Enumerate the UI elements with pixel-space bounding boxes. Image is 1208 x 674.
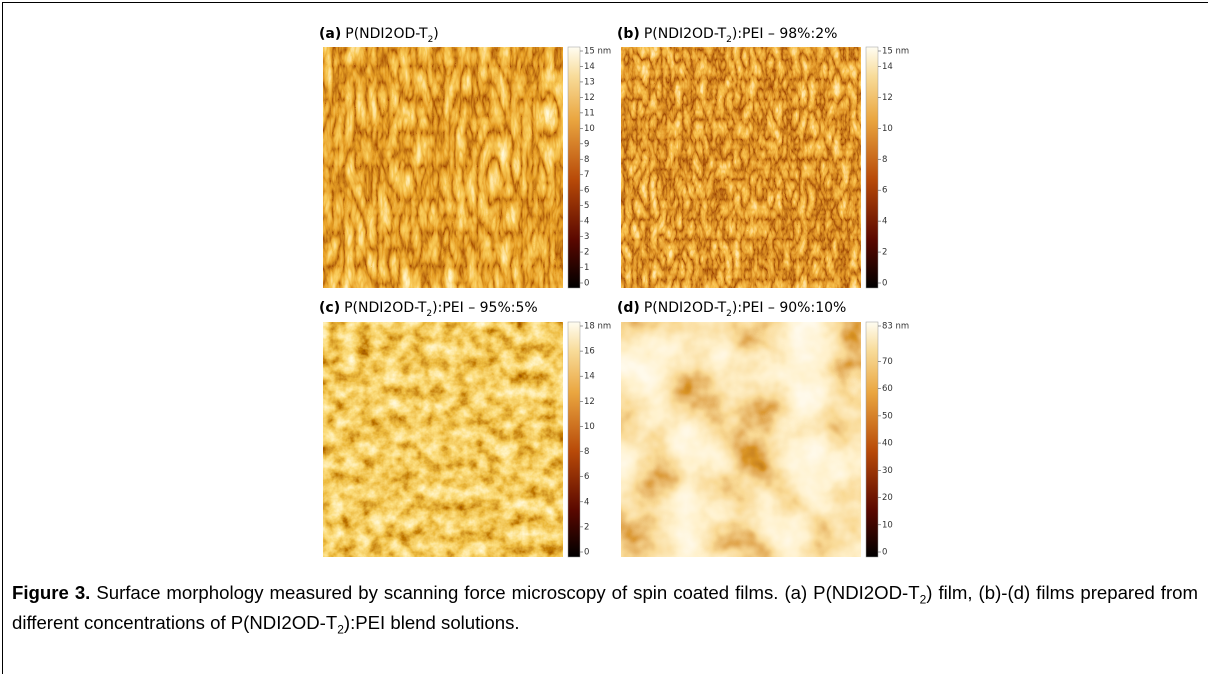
colorbar-tick-label: 8 [882,155,887,165]
colorbar-tick-label: 6 [882,186,887,196]
colorbar-tick-label: 2 [584,522,589,532]
colorbar [568,322,580,557]
colorbar-tick-label: 10 [882,124,893,134]
colorbar-tick-label: 9 [584,139,589,149]
colorbar-tick-label: 7 [584,170,589,180]
colorbar-tick-label: 14 [584,62,595,72]
colorbar-tick-label: 10 [584,422,595,432]
colorbar-tick-label: 10 [882,520,893,530]
colorbar-tick-label: 6 [584,472,589,482]
colorbar-tick-label: 3 [584,232,589,242]
colorbar-tick-label: 4 [584,497,589,507]
figure: (a)P(NDI2OD-T2)15 nm14131211109876543210… [0,0,1208,570]
colorbar-tick-label: 8 [584,155,589,165]
panel-title-text: P(NDI2OD-T [345,26,428,42]
colorbar-tick-label: 4 [882,217,887,227]
panel-label: (c) [319,300,340,316]
page: (a)P(NDI2OD-T2)15 nm14131211109876543210… [0,0,1208,674]
colorbar-tick-label: 16 [584,347,595,357]
panel-title: (a)P(NDI2OD-T2) [319,26,439,45]
panel-title: (b)P(NDI2OD-T2):PEI – 98%:2% [617,26,837,45]
colorbar-tick-label: 14 [882,62,893,72]
colorbar-tick-label: 2 [882,248,887,258]
caption: Figure 3. Surface morphology measured by… [12,578,1198,638]
colorbar-tick-label: 40 [882,439,893,449]
panel-title-suffix: ):PEI – 98%:2% [732,26,838,42]
colorbar-tick-label: 8 [584,447,589,457]
caption-text: Surface morphology measured by scanning … [90,582,919,603]
afm-image [621,47,861,288]
colorbar-tick-label: 6 [584,186,589,196]
caption-label: Figure 3. [12,582,90,603]
colorbar-tick-label: 18 nm [584,322,611,332]
colorbar-tick-label: 0 [882,548,887,558]
colorbar-tick-label: 4 [584,217,589,227]
panel-title-suffix: ):PEI – 90%:10% [732,300,846,316]
panel-title-text: P(NDI2OD-T [644,300,727,316]
colorbar-tick-label: 0 [584,548,589,558]
colorbar-tick-label: 0 [882,279,887,289]
colorbar [866,47,878,288]
colorbar-tick-label: 60 [882,384,893,394]
colorbar-tick-label: 2 [584,248,589,258]
panel-title-suffix: ):PEI – 95%:5% [432,300,538,316]
afm-image [621,322,861,557]
colorbar-tick-label: 30 [882,466,893,476]
panel-label: (d) [617,300,640,316]
colorbar-tick-label: 70 [882,357,893,367]
colorbar-tick-label: 5 [584,201,589,211]
panel-title-text: P(NDI2OD-T [344,300,427,316]
colorbar-tick-label: 12 [882,93,893,103]
panel-label: (b) [617,26,640,42]
colorbar-tick-label: 0 [584,279,589,289]
colorbar-tick-label: 13 [584,77,595,87]
afm-image [323,322,563,557]
colorbar-tick-label: 15 nm [882,47,909,57]
afm-image [323,47,563,288]
panel-title: (c)P(NDI2OD-T2):PEI – 95%:5% [319,300,538,319]
colorbar-tick-label: 12 [584,93,595,103]
panel-title-suffix: ) [433,26,438,42]
panel-title: (d)P(NDI2OD-T2):PEI – 90%:10% [617,300,846,319]
colorbar-tick-label: 20 [882,493,893,503]
colorbar-tick-label: 14 [584,372,595,382]
panel-label: (a) [319,26,341,42]
colorbar [568,47,580,288]
caption-subscript: 2 [337,623,344,637]
colorbar [866,322,878,557]
colorbar-tick-label: 11 [584,108,595,118]
panel-title-text: P(NDI2OD-T [644,26,727,42]
colorbar-tick-label: 12 [584,397,595,407]
colorbar-tick-label: 83 nm [882,322,909,332]
colorbar-tick-label: 50 [882,411,893,421]
colorbar-tick-label: 15 nm [584,47,611,57]
caption-text: ):PEI blend solutions. [344,612,520,633]
colorbar-tick-label: 1 [584,263,589,273]
colorbar-tick-label: 10 [584,124,595,134]
